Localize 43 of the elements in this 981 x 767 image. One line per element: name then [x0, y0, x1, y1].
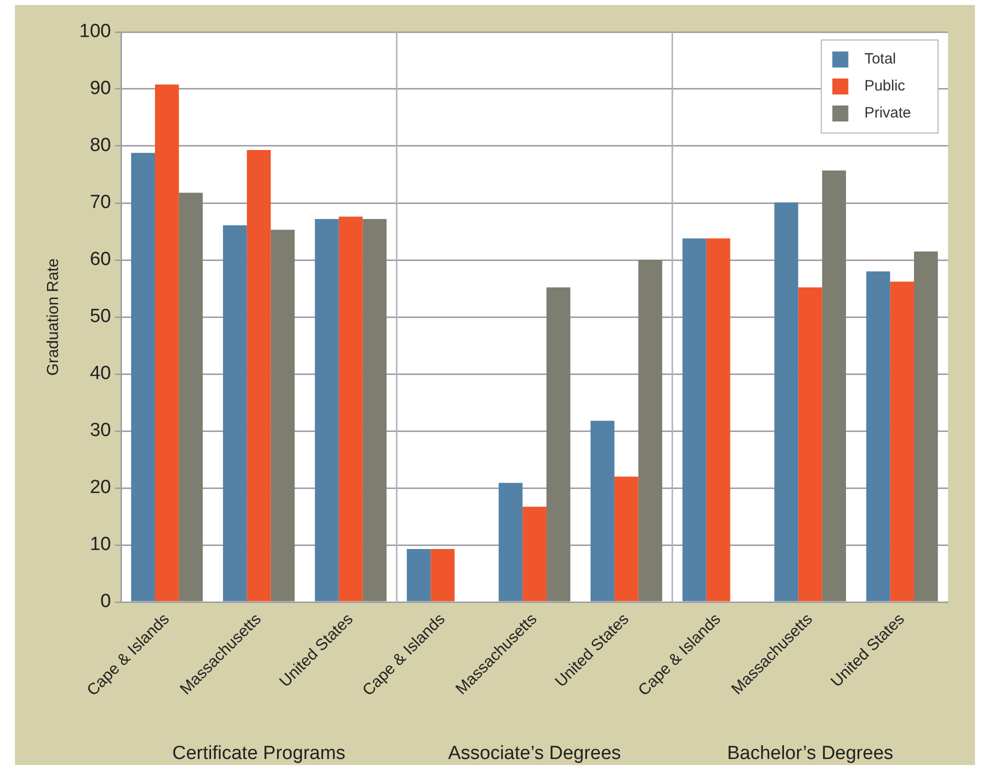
- bar: [614, 476, 638, 602]
- bar: [798, 287, 822, 602]
- bar: [546, 287, 570, 602]
- y-axis-title: Graduation Rate: [45, 258, 62, 376]
- bar: [638, 260, 662, 602]
- bar: [774, 202, 798, 602]
- bar: [706, 238, 730, 602]
- y-tick-label: 50: [90, 306, 111, 328]
- bar: [890, 282, 914, 602]
- y-tick-label: 60: [90, 249, 111, 270]
- legend-label: Private: [864, 104, 912, 122]
- bar: [430, 548, 455, 602]
- bar: [314, 218, 339, 602]
- text: Certificate Programs: [172, 743, 346, 764]
- y-tick-label: 40: [90, 363, 111, 384]
- bar: [246, 150, 271, 602]
- y-tick-label: 90: [90, 78, 111, 100]
- bar: [866, 271, 890, 602]
- text: Associate’s Degrees: [448, 743, 621, 764]
- bar: [131, 152, 155, 602]
- text: Bachelor’s Degrees: [727, 743, 894, 764]
- bar: [222, 225, 247, 602]
- bar: [362, 218, 387, 602]
- y-tick-label: 100: [79, 21, 111, 42]
- y-tick-label: 70: [90, 192, 111, 214]
- bar: [270, 230, 295, 602]
- legend-label: Total: [864, 50, 896, 68]
- y-tick-label: 10: [90, 534, 111, 556]
- y-tick-label: 80: [90, 135, 111, 156]
- bar: [590, 420, 614, 602]
- y-tick-label: 20: [90, 477, 111, 498]
- bar: [498, 482, 523, 602]
- legend-label: Public: [864, 78, 906, 95]
- bar: [914, 251, 938, 602]
- bar: [822, 170, 846, 602]
- y-tick-label: 0: [100, 591, 111, 612]
- y-tick-label: 30: [90, 420, 111, 442]
- bar: [522, 506, 546, 602]
- bar: [155, 84, 179, 602]
- bar: [406, 548, 431, 602]
- bar: [682, 238, 706, 602]
- bar: [178, 192, 203, 602]
- bar: [338, 216, 363, 602]
